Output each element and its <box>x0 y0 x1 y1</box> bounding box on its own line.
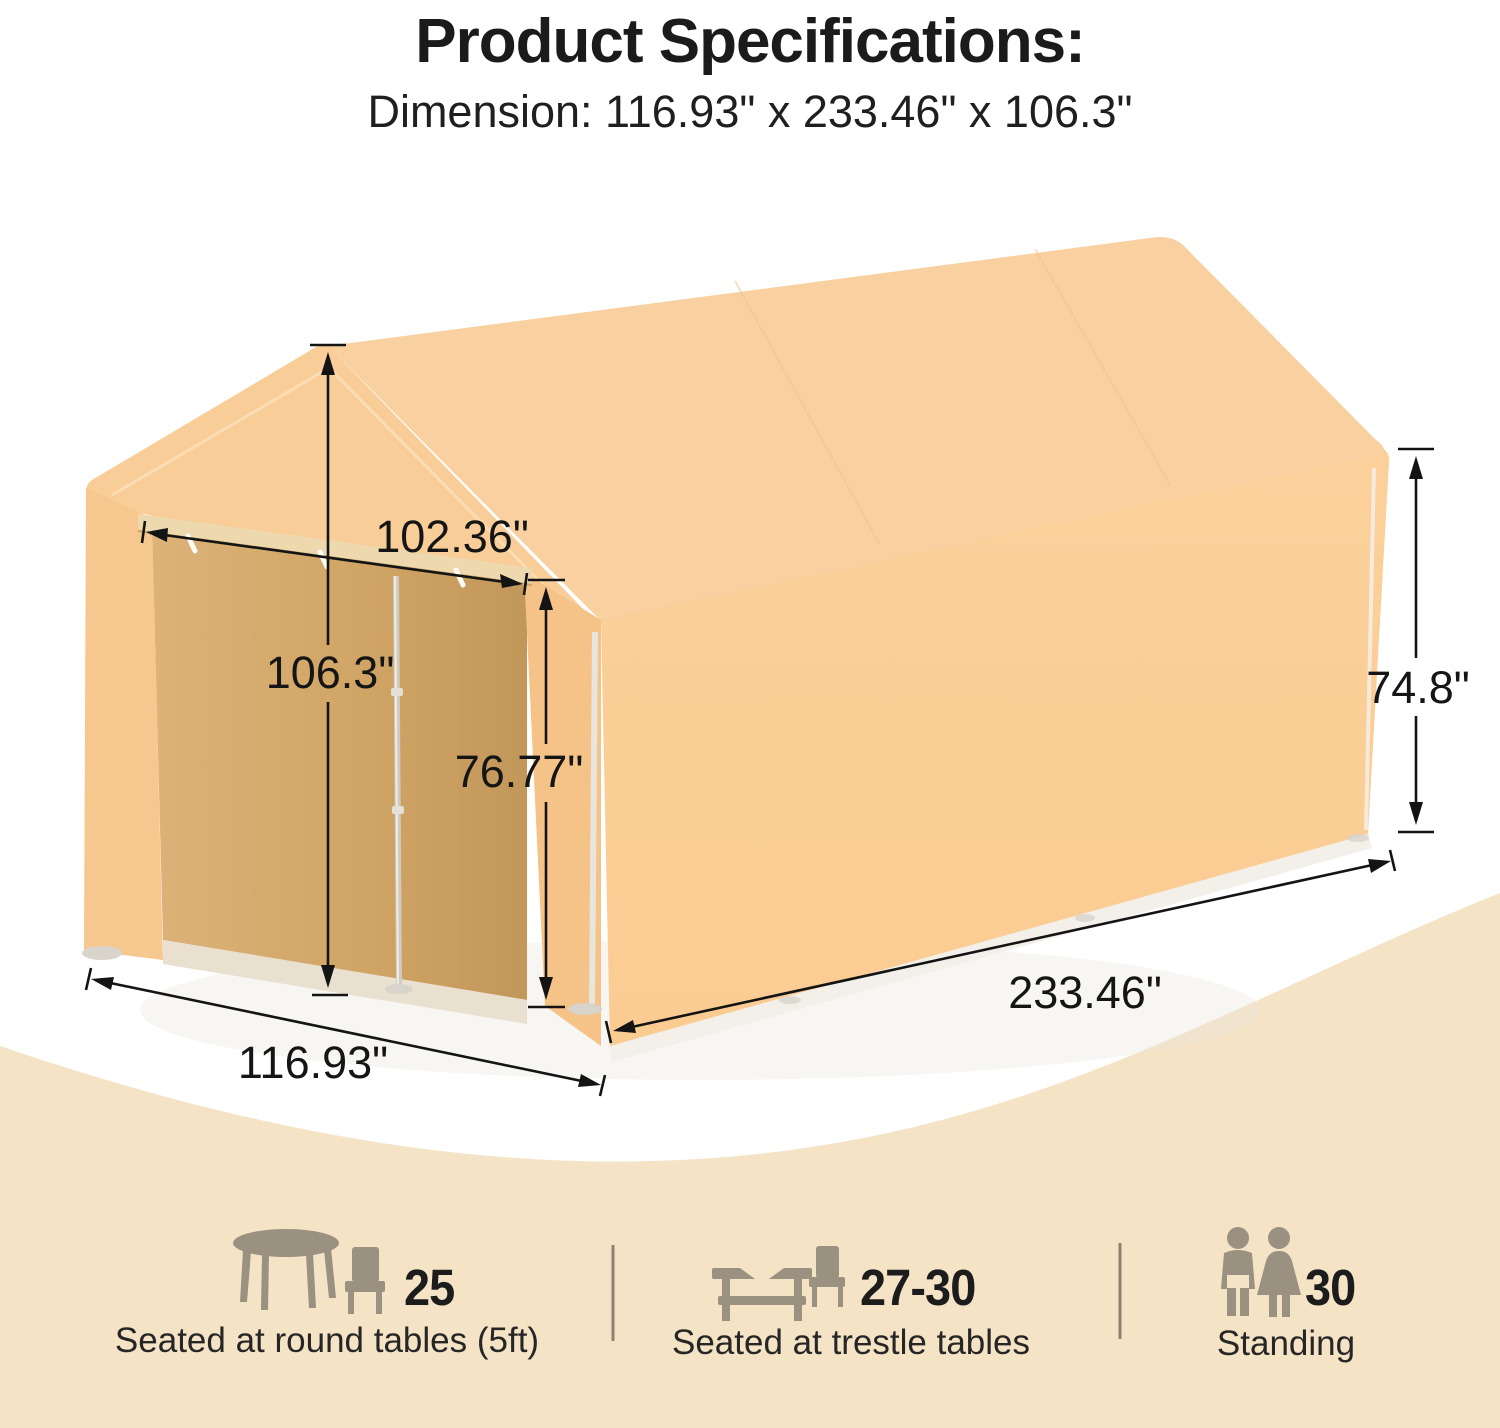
right-front-post <box>524 572 601 1046</box>
page-title: Product Specifications: <box>415 7 1085 76</box>
standing-people-icon <box>1221 1227 1301 1317</box>
background-arc <box>0 893 1500 1428</box>
tent-roof <box>328 237 1385 621</box>
capacity-label-round-tables: Seated at round tables (5ft) <box>114 1321 540 1360</box>
capacity-value-round-tables: 25 <box>404 1259 455 1316</box>
dim-peak-height-label: 106.3" <box>265 647 395 698</box>
dimension-lines <box>84 343 1434 1097</box>
capacity-value-standing: 30 <box>1305 1259 1356 1316</box>
foot-pads <box>82 834 1369 1015</box>
dim-peak-height-line <box>310 343 348 997</box>
pole-joint <box>392 806 404 814</box>
dim-width-label: 116.93" <box>237 1037 389 1088</box>
dim-width-line <box>84 967 607 1097</box>
tent-interior-wall <box>152 530 527 1000</box>
back-corner-pole <box>1364 467 1376 831</box>
dim-length-label: 233.46" <box>1008 967 1162 1018</box>
center-pole-highlight <box>394 575 399 987</box>
pole-joint <box>391 688 403 696</box>
trestle-table-chair-icon <box>712 1246 845 1321</box>
roof-seam <box>1034 248 1171 486</box>
gable-seam <box>111 366 562 604</box>
tent-gable-face <box>86 343 593 624</box>
dim-length-line <box>604 849 1397 1044</box>
dim-door-width-label: 102.36" <box>375 511 529 562</box>
capacity-label-trestle-tables: Seated at trestle tables <box>672 1323 1030 1362</box>
tent-illustration <box>82 237 1390 1080</box>
capacity-icons <box>233 1227 1301 1341</box>
dim-door-height-label: 76.77" <box>454 746 584 797</box>
front-corner-pole <box>589 631 598 1005</box>
dim-side-height-line <box>1398 447 1434 834</box>
door-top-bar <box>138 514 532 585</box>
pole-base <box>385 984 413 994</box>
tent-interior-floor <box>163 940 527 1024</box>
capacity-value-trestle-tables: 27-30 <box>860 1259 976 1316</box>
capacity-label-standing: Standing <box>1216 1324 1356 1363</box>
dim-side-height-label: 74.8" <box>1366 662 1470 713</box>
dim-door-width-line <box>140 520 529 596</box>
dim-door-height-line <box>528 578 565 1009</box>
tent-side-wall <box>601 449 1390 1046</box>
left-front-post <box>84 488 163 960</box>
round-table-chair-icon <box>233 1229 385 1314</box>
dimension-subtitle: Dimension: 116.93" x 233.46" x 106.3" <box>367 86 1133 137</box>
roof-seam <box>734 280 881 546</box>
